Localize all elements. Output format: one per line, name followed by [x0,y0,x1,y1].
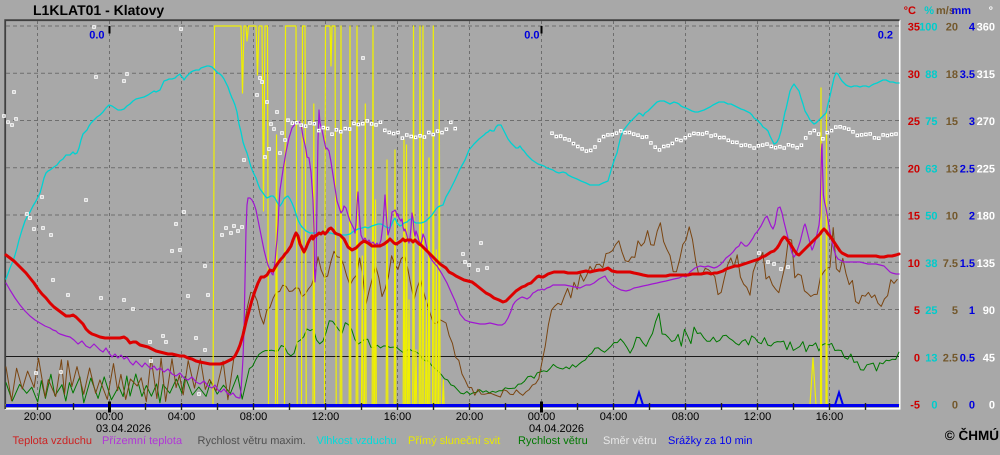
svg-text:2: 2 [969,211,975,223]
svg-text:63: 63 [925,163,937,175]
svg-text:03.04.2026: 03.04.2026 [96,423,151,435]
svg-text:16:00: 16:00 [384,411,412,423]
svg-text:225: 225 [977,163,995,175]
svg-text:180: 180 [977,211,995,223]
svg-text:2.5: 2.5 [943,352,958,364]
svg-text:20: 20 [946,22,958,34]
svg-text:08:00: 08:00 [672,411,700,423]
svg-text:3.5: 3.5 [960,69,975,81]
svg-text:Rychlost větru: Rychlost větru [518,435,588,447]
svg-text:315: 315 [977,69,995,81]
svg-text:135: 135 [977,258,995,270]
svg-text:Rychlost větru maxim.: Rychlost větru maxim. [198,435,306,447]
svg-text:45: 45 [983,352,995,364]
svg-text:m/s: m/s [936,5,955,17]
svg-text:5: 5 [952,305,958,317]
svg-text:25: 25 [908,116,920,128]
svg-text:Přízemní teplota: Přízemní teplota [102,435,183,447]
svg-text:35: 35 [908,22,920,34]
svg-text:12:00: 12:00 [744,411,772,423]
svg-text:10: 10 [908,258,920,270]
svg-text:mm: mm [951,5,971,17]
svg-text:0.0: 0.0 [524,30,539,42]
svg-text:%: % [924,5,934,17]
svg-text:20: 20 [908,163,920,175]
svg-text:4: 4 [969,22,976,34]
svg-text:3: 3 [969,116,975,128]
svg-text:20:00: 20:00 [24,411,52,423]
svg-text:16:00: 16:00 [816,411,844,423]
svg-text:50: 50 [925,211,937,223]
svg-text:Srážky za 10 min: Srážky za 10 min [668,435,752,447]
svg-text:00:00: 00:00 [528,411,556,423]
svg-text:°C: °C [904,5,916,17]
svg-text:15: 15 [908,211,920,223]
svg-text:2.5: 2.5 [960,163,975,175]
svg-text:1.5: 1.5 [960,258,975,270]
svg-text:0: 0 [952,400,958,412]
svg-text:10: 10 [946,211,958,223]
svg-text:7.5: 7.5 [943,258,958,270]
svg-text:04.04.2026: 04.04.2026 [529,423,584,435]
svg-text:°: ° [989,5,993,17]
svg-text:Směr větru: Směr větru [603,435,657,447]
svg-text:08:00: 08:00 [240,411,268,423]
svg-text:20:00: 20:00 [456,411,484,423]
svg-text:0: 0 [931,400,937,412]
svg-text:-5: -5 [910,400,920,412]
svg-text:15: 15 [946,116,958,128]
svg-text:Teplota vzduchu: Teplota vzduchu [13,435,93,447]
svg-text:270: 270 [977,116,995,128]
svg-text:0.2: 0.2 [878,30,893,42]
svg-text:5: 5 [914,305,920,317]
svg-text:Vlhkost vzduchu: Vlhkost vzduchu [317,435,397,447]
svg-text:0: 0 [914,352,920,364]
svg-text:18: 18 [946,69,958,81]
svg-text:0: 0 [969,400,975,412]
svg-text:12:00: 12:00 [312,411,340,423]
svg-text:00:00: 00:00 [96,411,124,423]
svg-text:100: 100 [919,22,937,34]
svg-text:38: 38 [925,258,937,270]
svg-text:13: 13 [925,352,937,364]
svg-text:0.0: 0.0 [89,30,104,42]
svg-text:360: 360 [977,22,995,34]
svg-text:90: 90 [983,305,995,317]
svg-text:0.5: 0.5 [960,352,975,364]
svg-text:© ČHMÚ: © ČHMÚ [945,427,999,443]
svg-text:1: 1 [969,305,975,317]
svg-text:0: 0 [989,400,995,412]
svg-text:04:00: 04:00 [600,411,628,423]
svg-text:04:00: 04:00 [168,411,196,423]
svg-text:L1KLAT01 - Klatovy: L1KLAT01 - Klatovy [33,2,164,18]
svg-text:88: 88 [925,69,937,81]
svg-text:75: 75 [925,116,937,128]
svg-text:30: 30 [908,69,920,81]
svg-text:25: 25 [925,305,937,317]
svg-text:Přímý sluneční svit: Přímý sluneční svit [408,435,500,447]
svg-text:13: 13 [946,163,958,175]
